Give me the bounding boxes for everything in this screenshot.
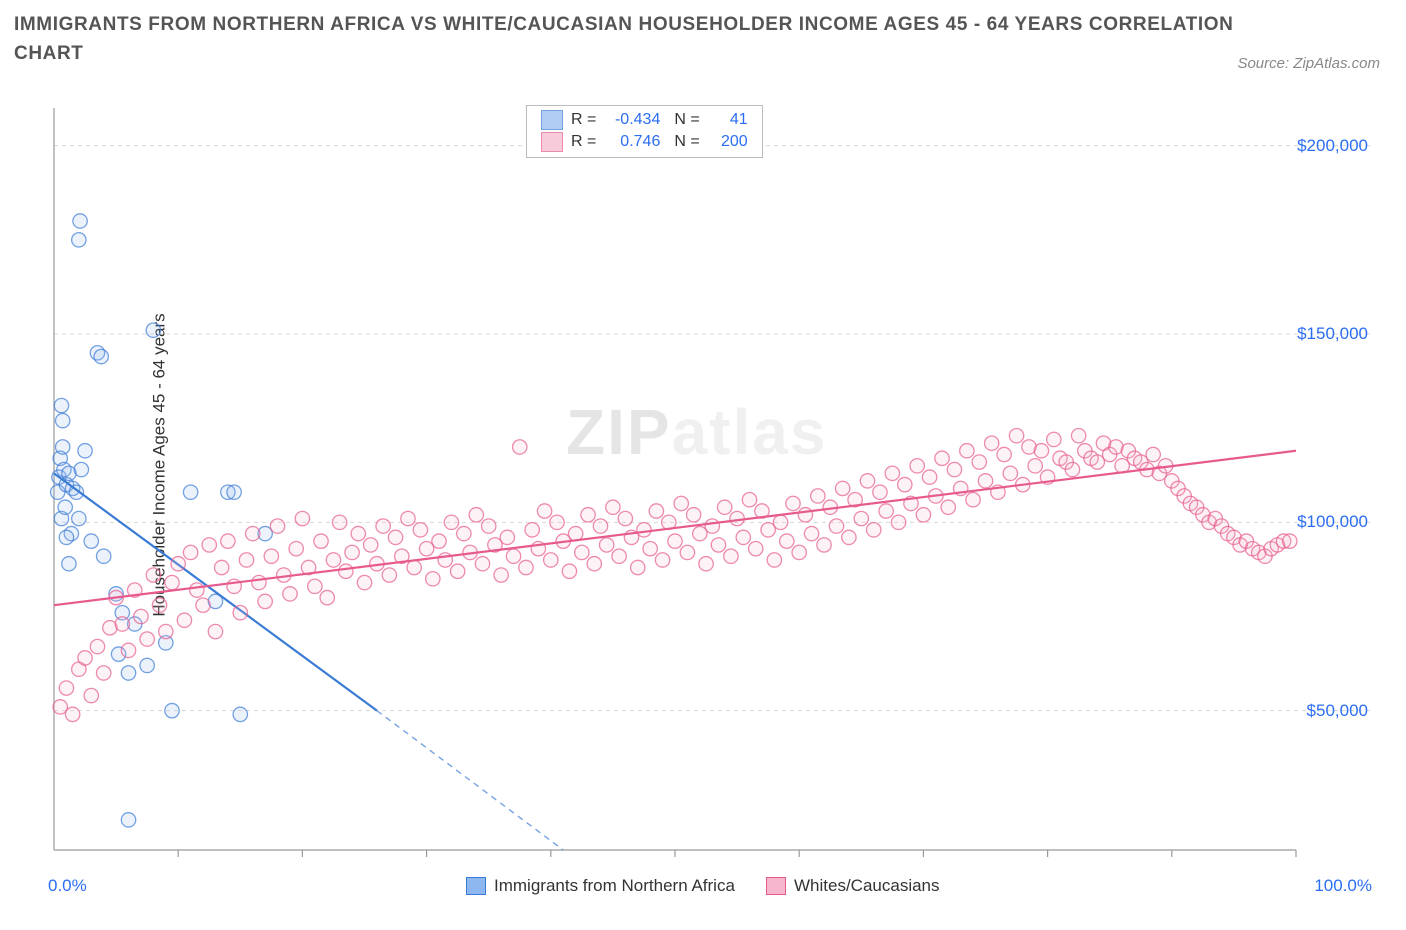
x-axis-min-label: 0.0% (48, 876, 87, 896)
y-tick-label: $150,000 (1297, 324, 1368, 344)
plot-area: ZIPatlas R =-0.434N =41R =0.746N =200 $5… (46, 100, 1374, 868)
source-label: Source: ZipAtlas.com (1237, 55, 1380, 72)
legend-stats: R =-0.434N =41R =0.746N =200 (526, 105, 763, 158)
legend-item-2: Whites/Caucasians (766, 876, 940, 896)
x-axis-max-label: 100.0% (1314, 876, 1372, 896)
legend-item-1: Immigrants from Northern Africa (466, 876, 735, 896)
y-tick-label: $50,000 (1307, 701, 1368, 721)
y-tick-label: $100,000 (1297, 512, 1368, 532)
chart-title: IMMIGRANTS FROM NORTHERN AFRICA VS WHITE… (14, 10, 1286, 69)
y-tick-label: $200,000 (1297, 136, 1368, 156)
